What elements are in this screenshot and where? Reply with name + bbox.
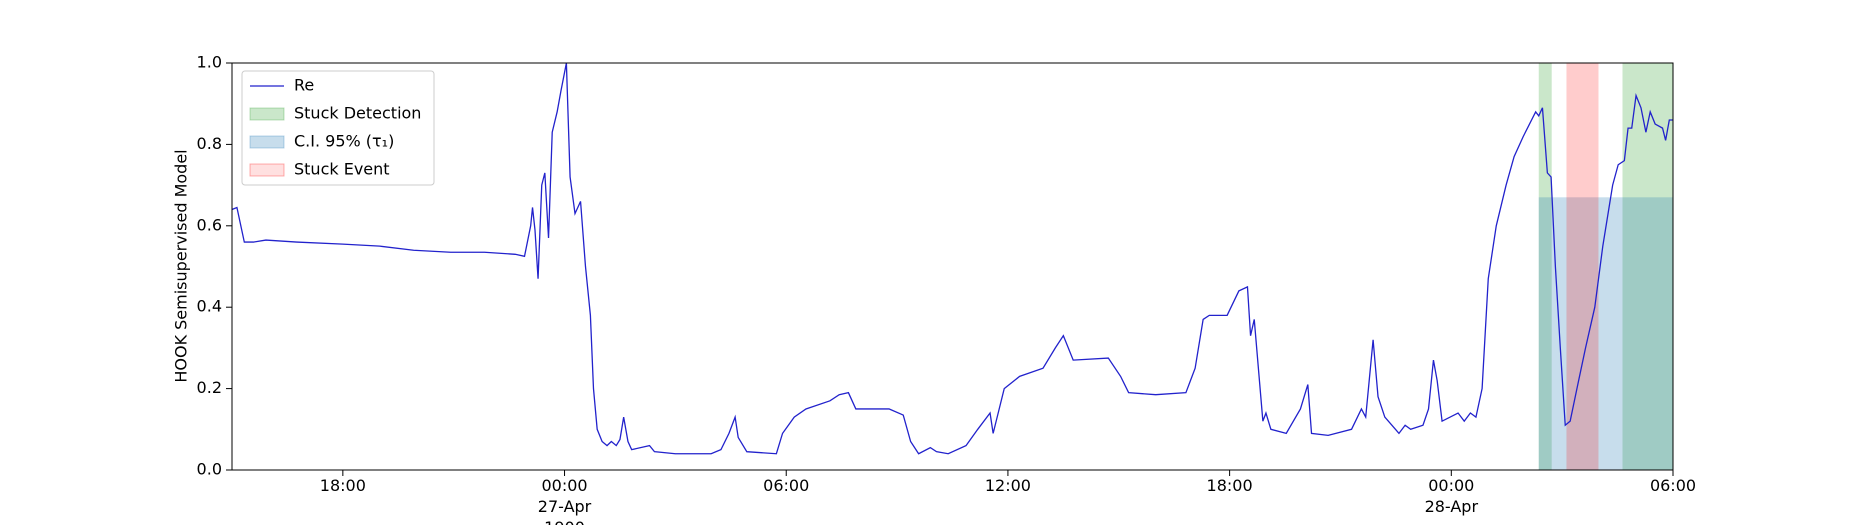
- legend-patch: [249, 163, 285, 177]
- span: [1622, 63, 1673, 470]
- x-tick-label: 06:00: [1650, 476, 1696, 495]
- span: [1538, 197, 1673, 470]
- x-tick-label: 00:00 28-Apr: [1425, 476, 1479, 516]
- x-tick-label: 06:00: [763, 476, 809, 495]
- y-tick-label: 0.0: [197, 460, 222, 479]
- x-tick-label: 12:00: [985, 476, 1031, 495]
- x-tick-label: 18:00: [320, 476, 366, 495]
- legend-label: C.I. 95% (τ₁): [294, 132, 394, 151]
- legend-label: Stuck Detection: [294, 104, 421, 123]
- data-line: [231, 62, 1673, 455]
- legend-label: Re: [294, 76, 314, 95]
- span: [1538, 63, 1552, 470]
- axes-frame: [231, 62, 1674, 471]
- legend-box: [241, 70, 435, 186]
- y-axis-label: HOOK Semisupervised Model: [172, 149, 191, 382]
- x-tick-label: 18:00: [1207, 476, 1253, 495]
- legend-label: Stuck Event: [294, 160, 390, 179]
- y-tick-label: 0.4: [197, 297, 222, 316]
- legend-patch: [249, 135, 285, 149]
- y-tick-label: 0.2: [197, 378, 222, 397]
- legend-patch: [249, 107, 285, 121]
- span: [1566, 63, 1599, 470]
- y-tick-label: 0.6: [197, 215, 222, 234]
- y-tick-label: 0.8: [197, 134, 222, 153]
- y-tick-label: 1.0: [197, 53, 222, 72]
